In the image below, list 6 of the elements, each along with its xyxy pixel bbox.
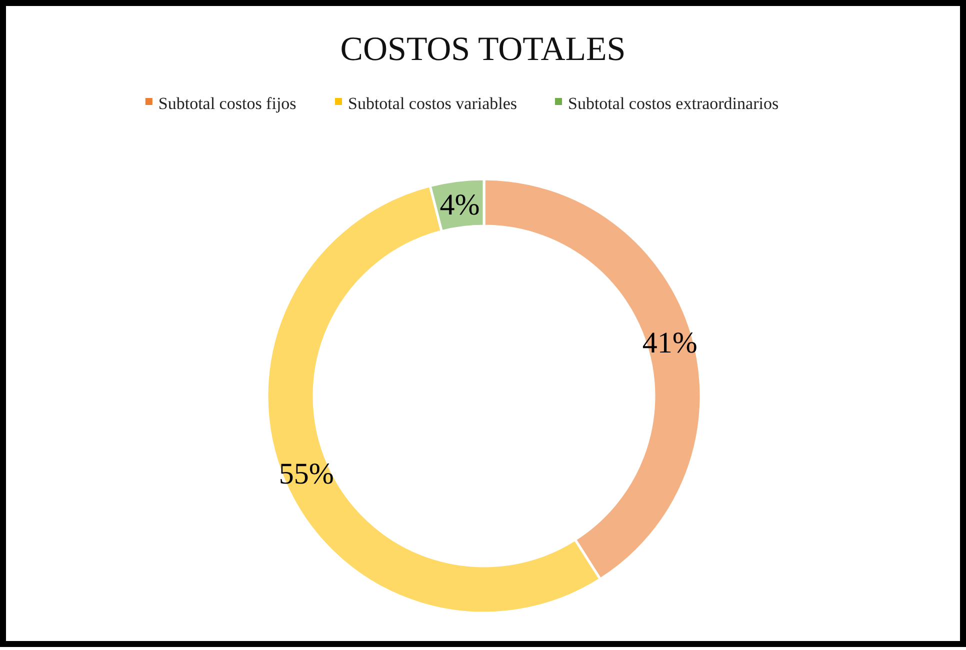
legend-label: Subtotal costos fijos xyxy=(158,94,296,113)
legend-label: Subtotal costos variables xyxy=(348,94,518,113)
legend-label: Subtotal costos extraordinarios xyxy=(568,94,779,113)
data-label: 41% xyxy=(642,326,698,360)
data-label: 4% xyxy=(440,188,480,222)
chart-title: COSTOS TOTALES xyxy=(340,30,626,68)
